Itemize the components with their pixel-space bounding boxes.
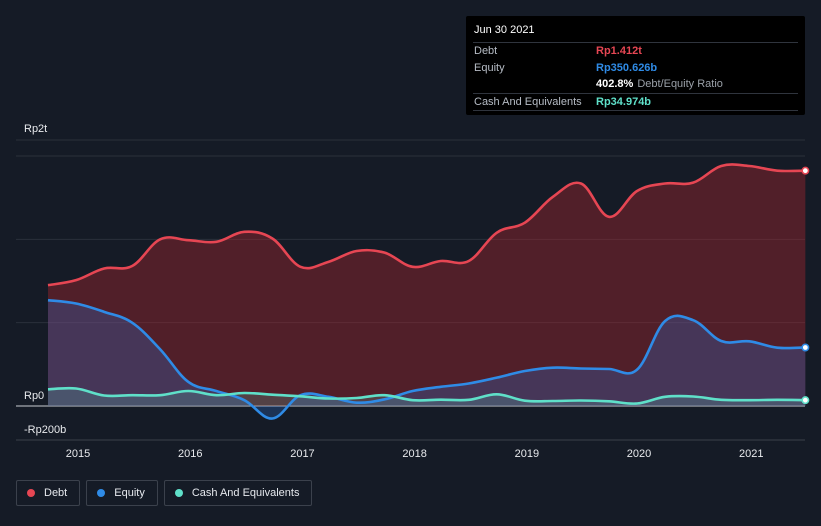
x-tick-label: 2015 — [66, 448, 90, 460]
debt-endpoint — [801, 166, 810, 175]
tooltip-value: Rp1.412t — [596, 45, 642, 57]
tooltip-ratio-suffix: Debt/Equity Ratio — [637, 78, 723, 90]
tooltip-value: Rp34.974b — [596, 95, 652, 108]
y-tick-label: -Rp200b — [24, 424, 66, 436]
legend-dot-icon — [27, 489, 35, 497]
tooltip-date: Jun 30 2021 — [473, 16, 798, 43]
legend: Debt Equity Cash And Equivalents — [16, 480, 313, 506]
tooltip-label — [473, 76, 596, 93]
series-lines — [47, 163, 806, 420]
tooltip: Jun 30 2021 Debt Rp1.412t Equity Rp350.6… — [466, 16, 805, 115]
legend-item-debt[interactable]: Debt — [16, 480, 81, 506]
equity-area — [48, 300, 806, 419]
x-tick-label: 2016 — [178, 448, 202, 460]
legend-item-equity[interactable]: Equity — [86, 480, 158, 506]
legend-label: Debt — [44, 487, 68, 499]
equity-line — [47, 298, 806, 420]
x-tick-label: 2020 — [627, 448, 651, 460]
tooltip-value: Rp350.626b — [596, 61, 658, 74]
legend-dot-icon — [97, 489, 106, 497]
series-endpoints — [801, 166, 810, 405]
gridlines — [16, 139, 805, 441]
tooltip-label: Debt — [474, 45, 498, 57]
debt-line — [47, 163, 806, 287]
tooltip-row-cash: Cash And Equivalents Rp34.974b — [473, 94, 798, 111]
x-tick-label: 2017 — [290, 448, 314, 460]
tooltip-row-debt: Debt Rp1.412t — [473, 43, 798, 60]
tooltip-label: Cash And Equivalents — [474, 95, 582, 108]
tooltip-row-ratio: 402.8% Debt/Equity Ratio — [473, 76, 798, 94]
tooltip-value: 402.8% — [596, 78, 634, 90]
y-tick-label: Rp0 — [24, 390, 44, 402]
tooltip-label: Equity — [474, 61, 505, 74]
legend-label: Cash And Equivalents — [191, 487, 300, 499]
legend-label: Equity — [114, 487, 145, 499]
x-tick-label: 2021 — [739, 448, 763, 460]
cash-area — [48, 388, 806, 406]
series-areas — [48, 164, 806, 419]
equity-endpoint — [801, 343, 810, 352]
x-tick-label: 2018 — [402, 448, 426, 460]
cash-endpoint — [801, 396, 810, 405]
debt-area — [48, 164, 806, 406]
legend-dot-icon — [174, 489, 183, 497]
cash-line — [47, 386, 806, 405]
legend-item-cash[interactable]: Cash And Equivalents — [163, 480, 313, 506]
y-tick-label: Rp2t — [24, 123, 47, 135]
x-tick-label: 2019 — [515, 448, 539, 460]
tooltip-row-equity: Equity Rp350.626b — [473, 60, 798, 77]
